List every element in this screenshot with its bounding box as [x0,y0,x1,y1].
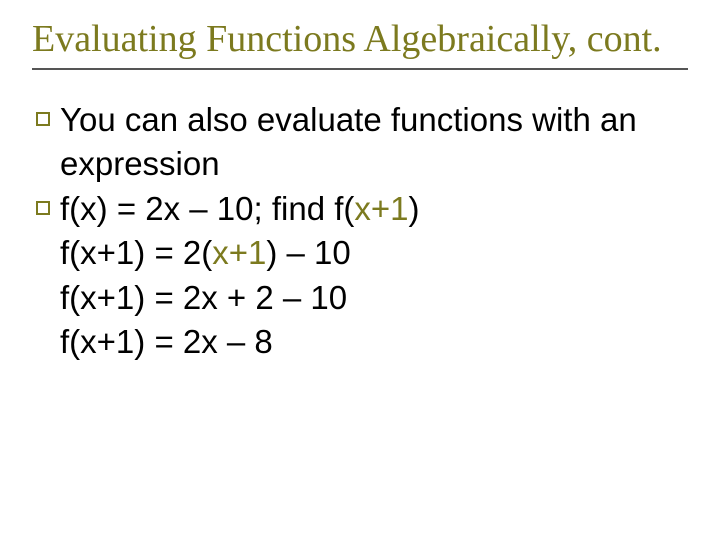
slide-title: Evaluating Functions Algebraically, cont… [32,18,688,62]
bullet-text-1: You can also evaluate functions with an … [60,98,688,187]
bullet-2-highlight: x+1 [354,190,408,227]
work-line-1: f(x+1) = 2(x+1) – 10 [36,231,688,276]
slide: Evaluating Functions Algebraically, cont… [0,0,720,540]
square-bullet-icon [36,201,54,219]
title-block: Evaluating Functions Algebraically, cont… [32,18,688,70]
bullet-item-2: f(x) = 2x – 10; find f(x+1) [36,187,688,232]
title-divider [32,68,688,70]
line-2-pre: f(x+1) = 2x + 2 – 10 [60,279,347,316]
work-line-2: f(x+1) = 2x + 2 – 10 [36,276,688,321]
line-1-pre: f(x+1) = 2( [60,234,212,271]
line-3-pre: f(x+1) = 2x – 8 [60,323,273,360]
bullet-text-2: f(x) = 2x – 10; find f(x+1) [60,187,420,232]
bullet-2-pre: f(x) = 2x – 10; find f( [60,190,354,227]
line-1-highlight: x+1 [212,234,266,271]
square-bullet-icon [36,112,54,130]
work-line-3-text: f(x+1) = 2x – 8 [36,323,273,360]
work-line-2-text: f(x+1) = 2x + 2 – 10 [36,279,347,316]
work-line-1-text: f(x+1) = 2(x+1) – 10 [36,234,351,271]
bullet-item-1: You can also evaluate functions with an … [36,98,688,187]
line-1-post: ) – 10 [266,234,350,271]
slide-body: You can also evaluate functions with an … [32,98,688,365]
work-line-3: f(x+1) = 2x – 8 [36,320,688,365]
bullet-2-post: ) [409,190,420,227]
